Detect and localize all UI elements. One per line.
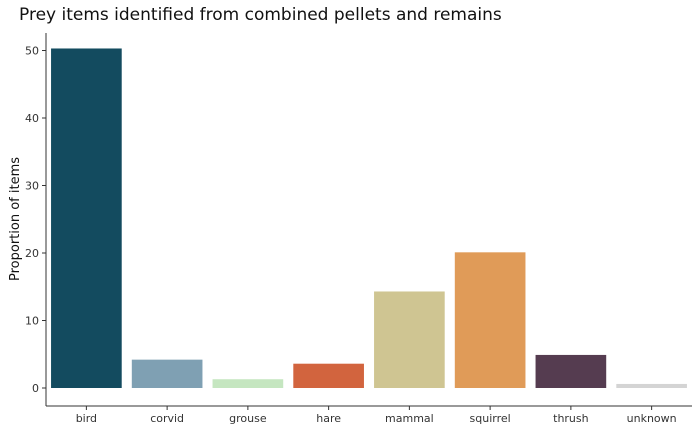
y-tick-label: 30 [25, 180, 39, 193]
bar-hare [293, 363, 364, 388]
bar-thrush [535, 354, 607, 388]
bar-grouse [212, 379, 284, 388]
x-tick-label: unknown [627, 412, 677, 425]
bar-bird [51, 48, 122, 388]
y-axis-title: Proportion of items [8, 157, 23, 281]
chart-title: Prey items identified from combined pell… [19, 5, 502, 25]
x-tick-label: grouse [229, 412, 267, 425]
y-tick-label: 20 [25, 247, 39, 260]
y-ticks-group: 0 10 20 30 40 50 [25, 45, 46, 395]
x-tick-label: squirrel [470, 412, 511, 425]
bar-unknown [616, 383, 687, 388]
y-tick-label: 10 [25, 315, 39, 328]
x-tick-label: corvid [150, 412, 184, 425]
x-tick-label: thrush [553, 412, 589, 425]
bar-corvid [131, 359, 203, 388]
y-tick-label: 0 [32, 382, 39, 395]
bars-group [51, 48, 687, 388]
x-tick-label: bird [76, 412, 97, 425]
bar-squirrel [454, 252, 526, 388]
y-tick-label: 50 [25, 45, 39, 58]
x-tick-label: mammal [385, 412, 434, 425]
bar-mammal [374, 291, 445, 388]
x-ticks-group: bird corvid grouse hare mammal squirrel thrush… [76, 406, 677, 425]
x-tick-label: hare [316, 412, 341, 425]
y-tick-label: 40 [25, 112, 39, 125]
